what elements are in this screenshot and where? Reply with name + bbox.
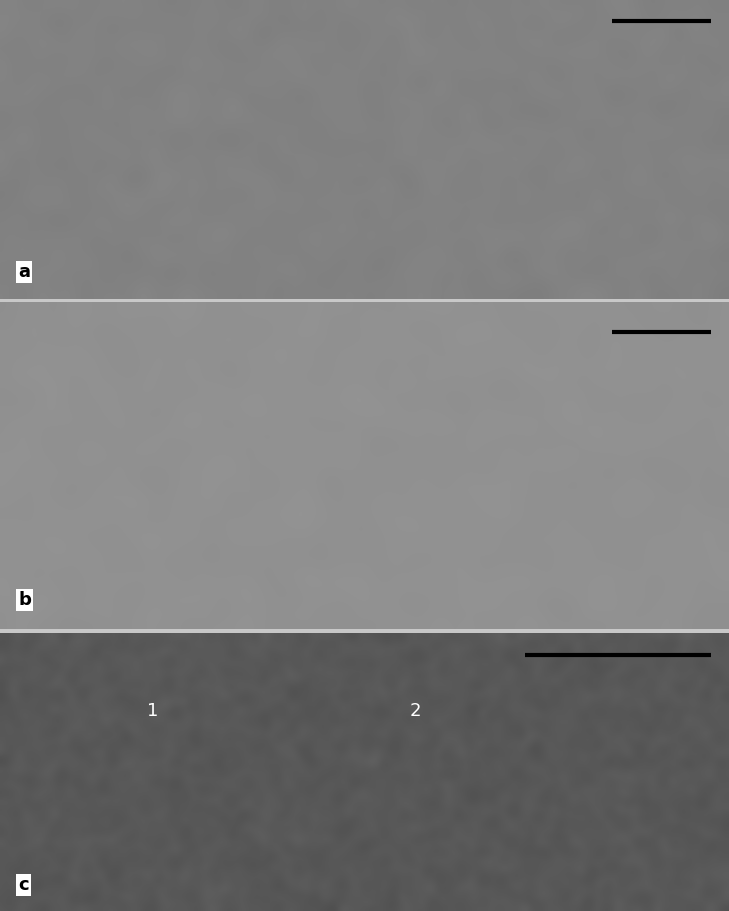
Text: a: a [18, 263, 30, 281]
Text: c: c [18, 876, 29, 895]
Text: 2: 2 [410, 702, 421, 720]
Text: 1: 1 [147, 702, 159, 720]
Text: b: b [18, 591, 31, 609]
